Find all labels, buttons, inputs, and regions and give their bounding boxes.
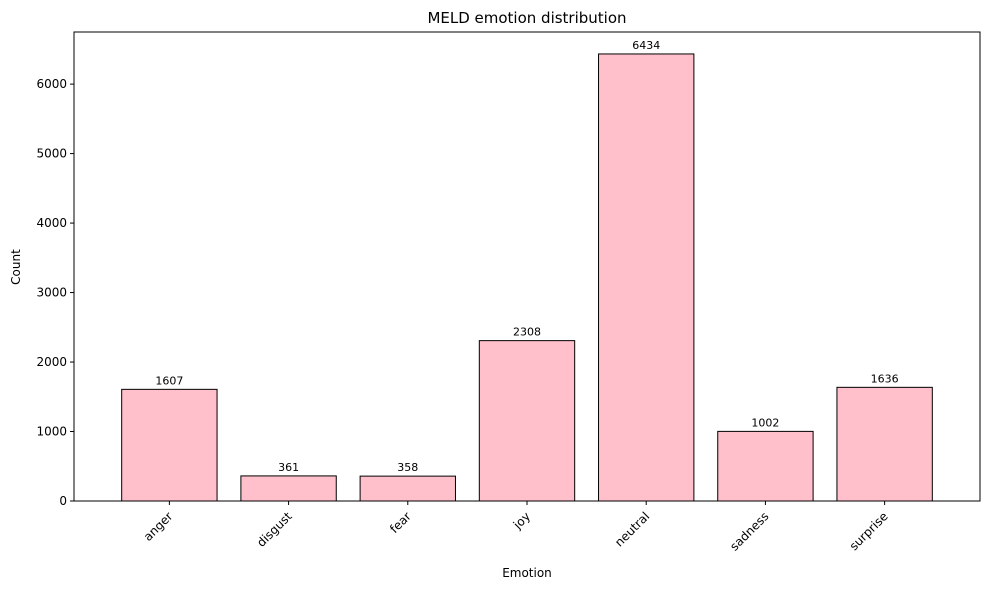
x-tick-label-disgust: disgust	[254, 509, 295, 550]
x-tick-label-neutral: neutral	[612, 509, 652, 549]
data-label-neutral: 6434	[632, 39, 660, 52]
bar-fear	[359, 475, 456, 502]
bar-joy	[478, 340, 576, 502]
y-tick-label-4000: 4000	[36, 216, 67, 230]
data-label-disgust: 361	[278, 461, 299, 474]
plot-frame	[73, 31, 981, 502]
y-tick-label-1000: 1000	[36, 425, 67, 439]
plot-area: 1607 anger 361 disgust 358 fear 2308 joy 6434 neu…	[36, 31, 981, 554]
bar-neutral	[598, 53, 695, 502]
y-tick-label-0: 0	[59, 494, 67, 508]
y-tick-label-5000: 5000	[36, 147, 67, 161]
bar-anger	[121, 388, 218, 502]
x-tick-label-fear: fear	[387, 509, 414, 536]
x-axis-label: Emotion	[502, 566, 552, 580]
y-tick-label-3000: 3000	[36, 286, 67, 300]
y-axis-label: Count	[9, 249, 23, 285]
data-label-joy: 2308	[513, 326, 541, 339]
x-tick-label-anger: anger	[141, 509, 176, 544]
data-label-sadness: 1002	[751, 416, 779, 429]
data-label-fear: 358	[397, 461, 418, 474]
x-tick-label-sadness: sadness	[727, 509, 771, 553]
y-tick-label-2000: 2000	[36, 355, 67, 369]
bar-sadness	[717, 430, 814, 502]
data-label-surprise: 1636	[871, 372, 899, 385]
chart-title: MELD emotion distribution	[427, 9, 626, 27]
x-tick-label-surprise: surprise	[847, 509, 891, 553]
data-label-anger: 1607	[155, 374, 183, 387]
x-tick-label-joy: joy	[510, 509, 533, 532]
y-tick-label-6000: 6000	[36, 77, 67, 91]
bar-surprise	[836, 386, 933, 502]
bar-disgust	[240, 475, 337, 502]
